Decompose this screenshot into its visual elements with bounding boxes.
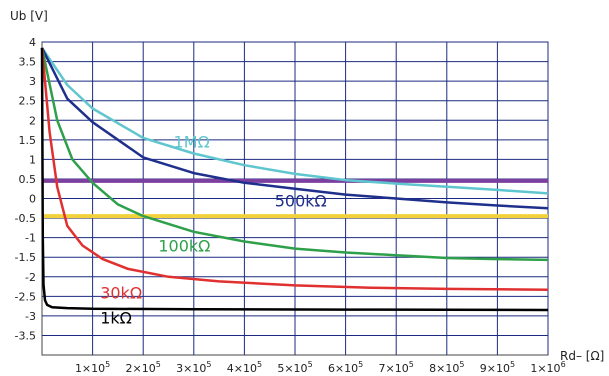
y-tick-label: -0.5 bbox=[15, 212, 36, 225]
y-tick-label: -1.5 bbox=[15, 251, 36, 264]
series-label: 1MΩ bbox=[174, 133, 210, 152]
y-tick-label: -3.5 bbox=[15, 329, 36, 342]
y-tick-label: 3 bbox=[29, 75, 36, 88]
x-tick-label: 8×105 bbox=[429, 360, 464, 375]
x-tick-label: 1×105 bbox=[75, 360, 110, 375]
y-tick-label: -2 bbox=[25, 271, 36, 284]
y-axis-label: Ub [V] bbox=[10, 9, 48, 23]
y-tick-label: 4 bbox=[29, 36, 36, 49]
y-tick-label: 0.5 bbox=[19, 173, 37, 186]
series-group: 1MΩ 500kΩ 100kΩ 30kΩ 1kΩ bbox=[40, 47, 549, 328]
series-label: 30kΩ bbox=[100, 283, 142, 302]
series-label: 100kΩ bbox=[158, 236, 210, 255]
y-tick-label: 0 bbox=[29, 193, 36, 206]
y-tick-label: 3.5 bbox=[19, 56, 37, 69]
series-label: 500kΩ bbox=[275, 191, 327, 210]
x-tick-label: 3×105 bbox=[176, 360, 211, 375]
x-axis-label: Rd– [Ω] bbox=[560, 349, 604, 363]
x-tick-label: 4×105 bbox=[227, 360, 262, 375]
series-line bbox=[40, 47, 549, 195]
y-tick-labels: 4 3.5 3 2.5 2 1.5 1 0.5 0 -0.5 -1 -1.5 -2 -2.5 -3 -3.5 bbox=[15, 36, 36, 342]
x-tick-label: 6×105 bbox=[328, 360, 363, 375]
y-tick-label: -2.5 bbox=[15, 290, 36, 303]
x-tick-label: 1×106 bbox=[530, 360, 565, 375]
x-tick-label: 5×105 bbox=[277, 360, 312, 375]
x-tick-label: 2×105 bbox=[126, 360, 161, 375]
x-tick-labels: 1×105 2×105 3×105 4×105 5×105 6×105 7×105 8×105… bbox=[75, 360, 566, 375]
y-tick-label: 2 bbox=[29, 114, 36, 127]
y-tick-label: 2.5 bbox=[19, 95, 37, 108]
reference-lines bbox=[42, 178, 548, 219]
y-tick-label: -3 bbox=[25, 310, 36, 323]
series-line bbox=[40, 47, 549, 312]
series-line bbox=[40, 47, 549, 262]
y-tick-label: 1.5 bbox=[19, 134, 37, 147]
y-tick-label: 1 bbox=[29, 153, 36, 166]
x-tick-label: 7×105 bbox=[379, 360, 414, 375]
series-label: 1kΩ bbox=[100, 309, 132, 328]
series-line bbox=[40, 47, 549, 210]
series-line bbox=[40, 47, 549, 291]
x-tick-label: 9×105 bbox=[480, 360, 515, 375]
y-tick-label: -1 bbox=[25, 232, 36, 245]
